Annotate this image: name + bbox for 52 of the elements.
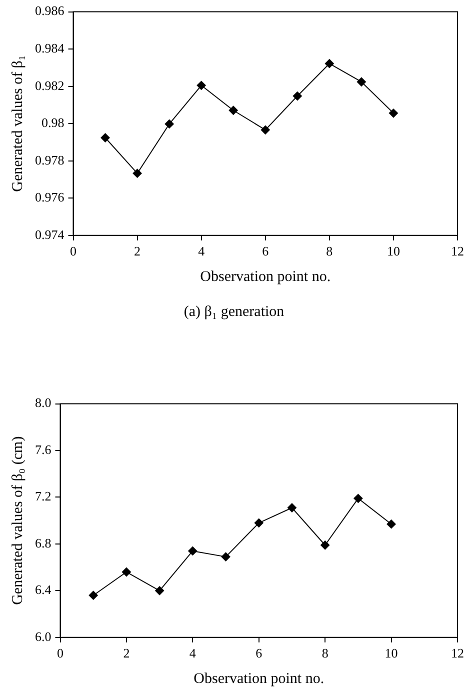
y-tick-label: 6.0 [35, 628, 52, 644]
y-tick-label: 0.986 [35, 3, 65, 18]
point [164, 119, 174, 128]
point [254, 518, 264, 528]
x-tick-label: 6 [256, 646, 263, 661]
point [386, 520, 396, 529]
y-tick-label: 7.6 [35, 442, 52, 457]
point [388, 108, 398, 118]
x-tick-label: 8 [326, 244, 333, 259]
point [122, 567, 131, 576]
y-tick-label: 8.0 [35, 395, 52, 410]
point [324, 59, 334, 68]
x-tick-label: 12 [451, 244, 464, 259]
x-tick-label: 6 [262, 244, 270, 259]
point [132, 168, 142, 178]
x-tick-label: 12 [451, 646, 464, 661]
x-tick-label: 4 [189, 646, 196, 661]
x-tick-label: 0 [57, 646, 64, 661]
x-tick-label: 4 [198, 244, 206, 259]
point [320, 540, 330, 550]
x-tick-label: 10 [384, 646, 398, 661]
x-axis-title: Observation point no. [194, 670, 324, 687]
y-tick-label: 0.976 [35, 190, 65, 205]
x-tick-label: 2 [123, 646, 130, 661]
y-tick-label: 0.974 [35, 226, 65, 242]
point [188, 546, 198, 556]
x-tick-label: 2 [134, 244, 141, 259]
point [260, 125, 270, 134]
y-axis-title: Generated values of β₁ [10, 55, 26, 192]
y-tick-label: 7.2 [35, 488, 52, 504]
point [228, 106, 238, 115]
y-tick-label: 0.978 [35, 152, 64, 168]
point [292, 92, 302, 101]
point [356, 77, 366, 86]
point [88, 590, 98, 600]
point [287, 503, 296, 512]
text: (a) β₁ generation [182, 304, 286, 321]
point [196, 80, 206, 90]
x-axis-title: Observation point no. [200, 268, 331, 285]
point [221, 552, 230, 562]
y-tick-label: 6.8 [35, 535, 52, 550]
point [155, 586, 164, 596]
x-tick-label: 8 [322, 646, 328, 661]
y-tick-label: 6.4 [35, 582, 52, 598]
point [354, 494, 363, 503]
x-tick-label: 0 [70, 244, 76, 259]
y-axis-title: Generated values of β₀ (cm) [10, 436, 26, 605]
y-tick-label: 0.982 [35, 78, 64, 93]
x-tick-label: 10 [386, 244, 400, 259]
point [100, 133, 110, 142]
y-tick-label: 0.984 [35, 40, 65, 56]
y-tick-label: 0.98 [42, 115, 64, 130]
